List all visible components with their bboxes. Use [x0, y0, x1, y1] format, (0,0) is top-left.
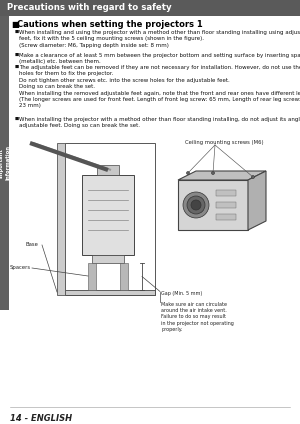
Polygon shape	[248, 171, 266, 230]
Text: Make a clearance of at least 5 mm between the projector bottom and setting surfa: Make a clearance of at least 5 mm betwee…	[19, 53, 300, 64]
Bar	[216, 202, 236, 208]
Text: Gap (Min. 5 mm): Gap (Min. 5 mm)	[161, 292, 202, 296]
Text: Ceiling mounting screws (M6): Ceiling mounting screws (M6)	[185, 140, 264, 145]
Bar	[178, 180, 248, 230]
Bar	[120, 263, 128, 290]
Bar	[0, 16, 9, 310]
Bar	[65, 290, 155, 295]
Circle shape	[187, 171, 190, 175]
Text: Important
Information: Important Information	[0, 145, 10, 181]
Text: Make sure air can circulate
around the air intake vent.
Failure to do so may res: Make sure air can circulate around the a…	[161, 301, 234, 332]
Bar	[97, 165, 119, 175]
Bar	[88, 263, 96, 290]
Circle shape	[251, 176, 254, 179]
Bar	[92, 255, 124, 263]
Bar	[57, 143, 65, 295]
Text: Cautions when setting the projectors 1: Cautions when setting the projectors 1	[17, 20, 203, 29]
Text: ■: ■	[15, 30, 19, 34]
Circle shape	[187, 196, 205, 214]
Bar	[216, 214, 236, 220]
Text: Base: Base	[25, 243, 38, 248]
Text: When installing the projector with a method other than floor standing installing: When installing the projector with a met…	[19, 117, 300, 128]
Bar	[216, 190, 236, 196]
Text: ■: ■	[15, 65, 19, 69]
Text: The adjustable feet can be removed if they are not necessary for installation. H: The adjustable feet can be removed if th…	[19, 65, 300, 109]
Text: ■: ■	[15, 53, 19, 57]
Circle shape	[191, 200, 201, 210]
Text: Spacers: Spacers	[10, 265, 31, 271]
Text: ■: ■	[11, 20, 19, 29]
Text: 14 - ENGLISH: 14 - ENGLISH	[10, 414, 72, 423]
Polygon shape	[178, 171, 266, 180]
Circle shape	[183, 192, 209, 218]
Text: ■: ■	[15, 117, 19, 121]
Circle shape	[212, 171, 214, 175]
Text: When installing and using the projector with a method other than floor standing : When installing and using the projector …	[19, 30, 300, 48]
Bar	[82, 175, 134, 255]
Bar	[65, 143, 155, 295]
Text: Precautions with regard to safety: Precautions with regard to safety	[7, 3, 172, 12]
Bar	[0, 0, 300, 16]
